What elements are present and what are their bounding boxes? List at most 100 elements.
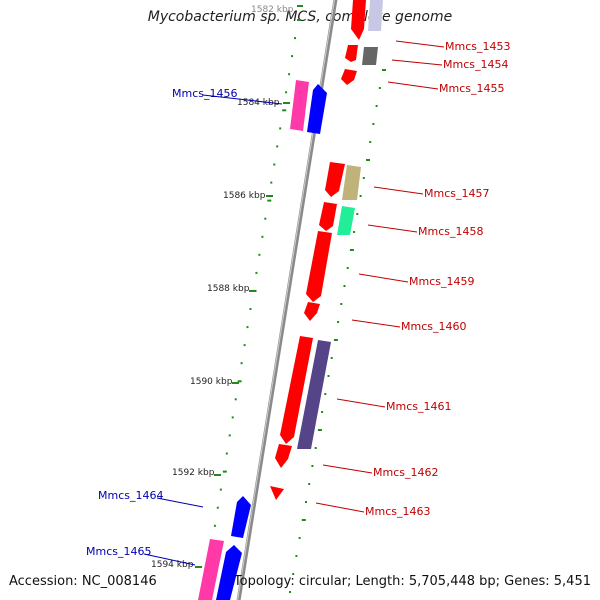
tick-mark	[288, 73, 291, 76]
gene-label[interactable]: Mmcs_1464	[98, 489, 163, 502]
tick-mark	[285, 91, 288, 94]
tick-mark	[327, 375, 330, 377]
forward-genes	[270, 0, 383, 500]
tick-mark	[255, 271, 258, 274]
gene-mmcs-1454-b[interactable]	[362, 47, 378, 65]
tick-mark	[324, 393, 327, 395]
tick-mark	[240, 362, 243, 365]
gene-label[interactable]: Mmcs_1455	[439, 82, 504, 95]
tick-mark	[301, 519, 306, 521]
tick-mark	[295, 555, 298, 557]
tick-mark	[311, 465, 314, 467]
gene-label[interactable]: Mmcs_1459	[409, 275, 474, 288]
tick-mark	[349, 249, 354, 251]
gene-mmcs-1453-b[interactable]	[368, 0, 383, 31]
tick-mark	[213, 524, 216, 527]
tick-mark	[273, 163, 276, 166]
tick-mark	[375, 105, 378, 107]
genome-info-text: Topology: circular; Length: 5,705,448 bp…	[233, 574, 591, 589]
scale-label: 1592 kbp	[172, 468, 215, 478]
tick-mark	[258, 253, 261, 256]
gene-label[interactable]: Mmcs_1462	[373, 466, 438, 479]
gene-mmcs-1461-b[interactable]	[297, 340, 331, 449]
gene-mmcs-1458-a[interactable]	[319, 202, 337, 231]
tick-mark	[382, 69, 386, 71]
gene-mmcs-1456-a[interactable]	[290, 80, 309, 131]
gene-mmcs-1460[interactable]	[304, 302, 320, 321]
gene-label[interactable]: Mmcs_1453	[445, 40, 510, 53]
tick-mark	[297, 19, 301, 21]
tick-mark	[216, 506, 219, 509]
gene-labels: Mmcs_1453 Mmcs_1454 Mmcs_1455 Mmcs_1456 …	[86, 40, 510, 558]
tick-mark	[234, 398, 237, 401]
tick-mark	[305, 501, 307, 503]
tick-mark	[222, 470, 227, 473]
tick-mark	[340, 303, 343, 305]
gene-label[interactable]: Mmcs_1465	[86, 545, 151, 558]
tick-mark	[308, 483, 311, 485]
tick-mark	[219, 488, 222, 491]
scale-label: 1588 kbp	[207, 284, 250, 294]
tick-mark	[225, 452, 228, 455]
gene-mmcs-1461-a[interactable]	[280, 336, 313, 444]
gene-mmcs-1454-a[interactable]	[345, 45, 358, 62]
tick-mark	[264, 217, 267, 220]
gene-mmcs-1453-a[interactable]	[351, 0, 366, 40]
tick-mark	[337, 321, 340, 323]
tick-mark	[356, 213, 359, 215]
gene-mmcs-1465-a[interactable]	[198, 539, 224, 600]
tick-mark	[279, 127, 282, 130]
gene-label[interactable]: Mmcs_1454	[443, 58, 508, 71]
tick-mark	[359, 195, 362, 197]
tick-mark	[237, 380, 242, 383]
gene-label[interactable]: Mmcs_1457	[424, 187, 489, 200]
gene-label[interactable]: Mmcs_1461	[386, 400, 451, 413]
tick-mark	[378, 87, 381, 89]
gene-mmcs-1459[interactable]	[306, 231, 332, 302]
tick-mark	[314, 447, 317, 449]
gene-label[interactable]: Mmcs_1456	[172, 87, 237, 100]
gene-label[interactable]: Mmcs_1463	[365, 505, 430, 518]
gene-mmcs-1464[interactable]	[231, 496, 251, 538]
tick-mark	[353, 231, 356, 233]
gene-mmcs-1462[interactable]	[275, 444, 292, 468]
gene-mmcs-1455[interactable]	[341, 69, 357, 85]
tick-mark	[291, 55, 294, 58]
tick-mark	[267, 199, 272, 202]
tick-mark	[321, 411, 324, 413]
gene-mmcs-1458-b[interactable]	[337, 206, 355, 235]
tick-mark	[333, 339, 338, 341]
tick-mark	[372, 123, 375, 125]
scale-labels: 1582 kbp 1584 kbp 1586 kbp 1588 kbp 1590…	[151, 5, 294, 570]
tick-mark	[282, 109, 287, 112]
tick-mark	[366, 159, 370, 161]
tick-mark	[289, 591, 291, 593]
tick-mark	[270, 181, 273, 184]
tick-mark	[243, 344, 246, 347]
tick-mark	[330, 357, 333, 359]
tick-mark	[343, 285, 346, 287]
gene-mmcs-1457-a[interactable]	[325, 162, 345, 197]
gene-mmcs-1465-b[interactable]	[216, 545, 242, 600]
tick-mark	[294, 37, 296, 40]
tick-mark	[369, 141, 372, 143]
tick-mark	[276, 145, 279, 148]
tick-mark	[317, 429, 322, 431]
reverse-genes	[198, 80, 327, 600]
gene-leaders	[143, 40, 445, 566]
scale-label: 1590 kbp	[190, 377, 233, 387]
tick-mark	[346, 267, 349, 269]
tick-mark	[298, 537, 301, 539]
gene-mmcs-1463[interactable]	[270, 486, 284, 500]
gene-label[interactable]: Mmcs_1460	[401, 320, 466, 333]
scale-label: 1594 kbp	[151, 560, 194, 570]
tick-mark	[231, 416, 234, 419]
gene-label[interactable]: Mmcs_1458	[418, 225, 483, 238]
tick-mark	[246, 326, 249, 329]
scale-label: 1582 kbp	[251, 5, 294, 15]
gene-mmcs-1456-b[interactable]	[307, 84, 327, 134]
scale-label: 1586 kbp	[223, 191, 266, 201]
gene-mmcs-1457-b[interactable]	[342, 165, 361, 200]
tick-mark	[362, 177, 365, 179]
